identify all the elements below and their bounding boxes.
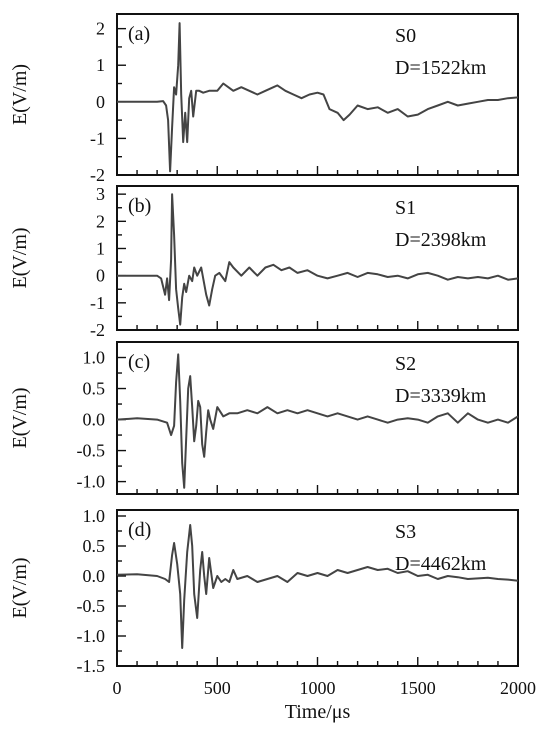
panel-a-frame	[116, 13, 519, 176]
panel-a-ytick-label: -1	[90, 128, 105, 148]
panel-a-ylabel: E(V/m)	[9, 64, 31, 125]
panel-c-ytick-label: -0.5	[77, 441, 106, 461]
panel-d-label: (d)	[128, 519, 151, 541]
panel-b-ytick-label: 0	[96, 266, 105, 286]
panel-b-label: (b)	[128, 195, 151, 217]
panel-b-ytick-label: 1	[96, 238, 105, 258]
panel-d-ytick-label: 1.0	[83, 506, 106, 526]
panel-d-ytick-label: -1.5	[77, 656, 106, 676]
panel-c-station: S2	[395, 353, 416, 375]
x-tick-label: 2000	[500, 678, 536, 698]
panel-a-distance: D=1522km	[395, 57, 487, 79]
panel-b-frame	[116, 185, 519, 331]
panel-d-waveform	[116, 524, 519, 649]
panel-d-frame	[116, 509, 519, 667]
x-tick-label: 500	[204, 678, 231, 698]
panel-a-ytick-label: 0	[96, 92, 105, 112]
panel-c-distance: D=3339km	[395, 385, 487, 407]
panel-b-distance: D=2398km	[395, 229, 487, 251]
panel-c-ylabel: E(V/m)	[9, 387, 31, 448]
x-tick-label: 1500	[400, 678, 436, 698]
panel-b-waveform	[117, 193, 519, 326]
panel-a-station: S0	[395, 25, 416, 47]
panel-d-ytick-label: 0.5	[83, 536, 106, 556]
panel-d-ytick-label: 0.0	[83, 566, 106, 586]
panel-d-ytick-label: -1.0	[77, 626, 106, 646]
panel-b-station: S1	[395, 197, 416, 219]
panel-d-ytick-label: -0.5	[77, 596, 106, 616]
panel-c-ytick-label: 0.0	[83, 410, 106, 430]
panel-d-ylabel: E(V/m)	[9, 557, 31, 618]
x-axis-label: Time/μs	[285, 701, 351, 723]
panel-b-ytick-label: -1	[90, 293, 105, 313]
panel-a-waveform	[117, 22, 519, 173]
panel-b-ytick-label: 2	[96, 211, 105, 231]
panel-c-ytick-label: 1.0	[83, 348, 106, 368]
panel-c-waveform	[116, 353, 519, 489]
x-tick-label: 1000	[300, 678, 336, 698]
panel-b-ytick-label: 3	[96, 184, 105, 204]
panel-b-ylabel: E(V/m)	[9, 227, 31, 288]
panel-b-ytick-label: -2	[90, 320, 105, 340]
panel-a-ytick-label: 2	[96, 19, 105, 39]
panel-c-label: (c)	[128, 351, 150, 373]
panel-c-ytick-label: -1.0	[77, 472, 106, 492]
panel-a-label: (a)	[128, 23, 150, 45]
panel-d-station: S3	[395, 521, 416, 543]
panel-d-distance: D=4462km	[395, 553, 487, 575]
x-tick-label: 0	[113, 678, 122, 698]
panel-c-ytick-label: 0.5	[83, 379, 106, 399]
panel-a-ytick-label: -2	[90, 165, 105, 185]
panel-a-ytick-label: 1	[96, 55, 105, 75]
